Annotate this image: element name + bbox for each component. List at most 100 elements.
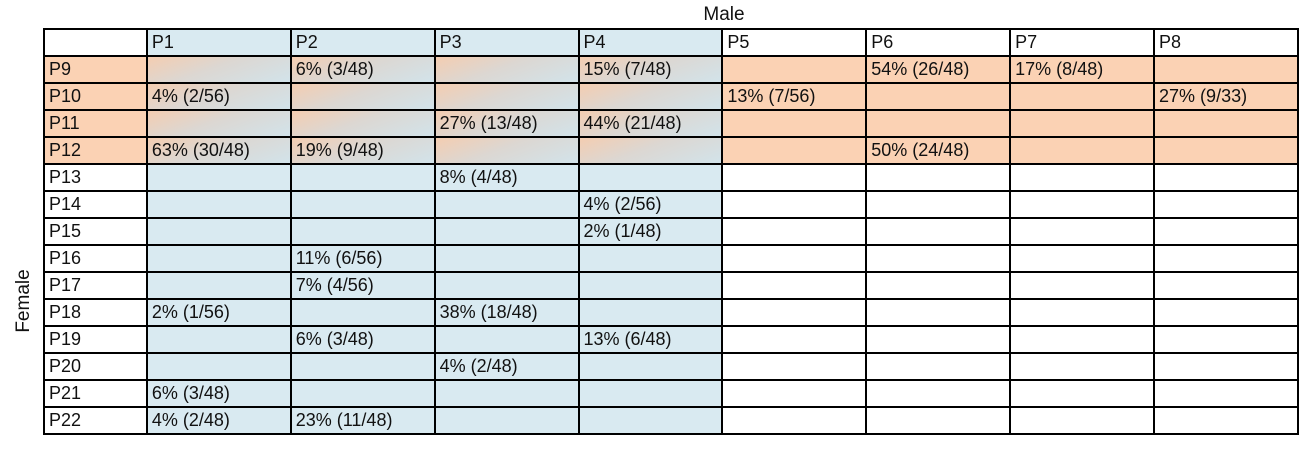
table-cell: [1009, 109, 1156, 138]
pairing-table: P1 P2 P3 P4 P5 P6 P7 P8 P9 6% (3/48) 15% (7/48) 54%…: [43, 28, 1299, 435]
table-cell: 17% (8/48): [1009, 55, 1156, 84]
male-axis-label: Male: [703, 4, 745, 25]
table-cell: [1153, 163, 1299, 192]
table-cell: [865, 244, 1012, 273]
table-cell: 13% (6/48): [577, 325, 724, 354]
table-cell: [865, 379, 1012, 408]
table-cell: [1009, 325, 1156, 354]
table-row: P16 11% (6/56): [43, 244, 1299, 273]
table-cell: [289, 352, 436, 381]
table-cell: [1009, 136, 1156, 165]
column-header-p6: P6: [865, 28, 1012, 57]
table-cell: [433, 406, 580, 435]
table-cell: [721, 163, 868, 192]
table-cell: [721, 244, 868, 273]
table-cell: [721, 190, 868, 219]
table-cell: [721, 136, 868, 165]
table-cell: [865, 82, 1012, 111]
table-cell: [865, 163, 1012, 192]
table-cell: 44% (21/48): [577, 109, 724, 138]
table-cell: 8% (4/48): [433, 163, 580, 192]
table-cell: [1009, 163, 1156, 192]
column-header-p7: P7: [1009, 28, 1156, 57]
table-cell: [145, 244, 292, 273]
header-row: P1 P2 P3 P4 P5 P6 P7 P8: [43, 28, 1299, 57]
table-cell: 4% (2/48): [145, 406, 292, 435]
table-cell: [1153, 406, 1299, 435]
table-cell: [1153, 271, 1299, 300]
table-cell: 4% (2/56): [145, 82, 292, 111]
table-cell: 23% (11/48): [289, 406, 436, 435]
table-cell: [721, 406, 868, 435]
table-cell: [1009, 298, 1156, 327]
table-cell: [721, 298, 868, 327]
table-cell: 27% (13/48): [433, 109, 580, 138]
table-cell: [721, 217, 868, 246]
table-cell: 6% (3/48): [145, 379, 292, 408]
table-cell: [865, 406, 1012, 435]
table-cell: [289, 109, 436, 138]
table-cell: [577, 136, 724, 165]
table-cell: [1153, 136, 1299, 165]
table-cell: [577, 379, 724, 408]
table-cell: [289, 190, 436, 219]
table-cell: [433, 190, 580, 219]
table-cell: 13% (7/56): [721, 82, 868, 111]
table-cell: 6% (3/48): [289, 325, 436, 354]
table-cell: [721, 109, 868, 138]
table-cell: 2% (1/48): [577, 217, 724, 246]
table-cell: [1009, 271, 1156, 300]
row-header-p19: P19: [43, 325, 148, 354]
table-cell: [1009, 406, 1156, 435]
table-cell: [145, 271, 292, 300]
table-cell: [721, 325, 868, 354]
table-cell: [865, 217, 1012, 246]
table-cell: 4% (2/56): [577, 190, 724, 219]
table-cell: [865, 325, 1012, 354]
table-cell: [721, 55, 868, 84]
table-cell: [1009, 244, 1156, 273]
table-cell: 50% (24/48): [865, 136, 1012, 165]
row-header-p20: P20: [43, 352, 148, 381]
table-cell: [1009, 82, 1156, 111]
table-cell: 15% (7/48): [577, 55, 724, 84]
table-cell: [721, 352, 868, 381]
table-cell: [289, 163, 436, 192]
table-row: P11 27% (13/48) 44% (21/48): [43, 109, 1299, 138]
table-cell: [433, 325, 580, 354]
table-cell: [577, 163, 724, 192]
table-cell: [865, 298, 1012, 327]
row-header-p14: P14: [43, 190, 148, 219]
column-header-p2: P2: [289, 28, 436, 57]
table-cell: [145, 55, 292, 84]
row-header-p12: P12: [43, 136, 148, 165]
table-cell: [145, 352, 292, 381]
table-cell: 6% (3/48): [289, 55, 436, 84]
row-header-p22: P22: [43, 406, 148, 435]
table-cell: [1153, 244, 1299, 273]
table-cell: 54% (26/48): [865, 55, 1012, 84]
table-cell: [577, 271, 724, 300]
table-cell: [1153, 379, 1299, 408]
column-header-p1: P1: [145, 28, 292, 57]
row-header-p18: P18: [43, 298, 148, 327]
table-cell: [1153, 109, 1299, 138]
row-header-p11: P11: [43, 109, 148, 138]
table-cell: [433, 136, 580, 165]
row-header-p10: P10: [43, 82, 148, 111]
table-row: P15 2% (1/48): [43, 217, 1299, 246]
column-header-p5: P5: [721, 28, 868, 57]
table-cell: [1153, 55, 1299, 84]
table-row: P22 4% (2/48) 23% (11/48): [43, 406, 1299, 435]
corner-cell: [43, 28, 148, 57]
row-header-p21: P21: [43, 379, 148, 408]
table-cell: [577, 244, 724, 273]
table-cell: 4% (2/48): [433, 352, 580, 381]
table-cell: [865, 352, 1012, 381]
table-cell: 27% (9/33): [1153, 82, 1299, 111]
table-cell: [1009, 190, 1156, 219]
row-header-p9: P9: [43, 55, 148, 84]
table-cell: 11% (6/56): [289, 244, 436, 273]
table-cell: [433, 271, 580, 300]
table-cell: [1153, 190, 1299, 219]
